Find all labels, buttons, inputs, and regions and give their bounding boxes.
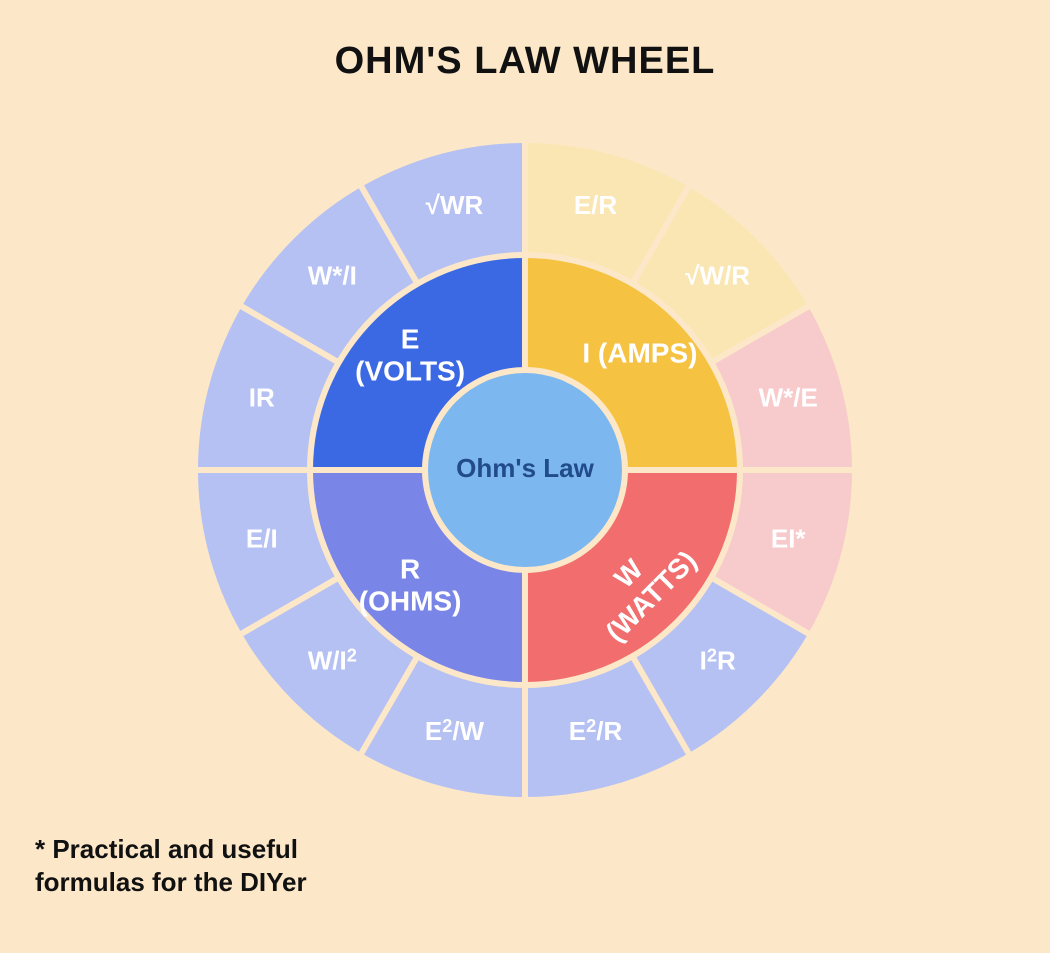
formula-label: I2R (700, 645, 736, 675)
svg-text:R: R (400, 553, 420, 584)
footnote: * Practical and useful formulas for the … (35, 833, 307, 898)
formula-label: IR (249, 382, 275, 412)
formula-label: E2/W (425, 716, 485, 746)
formula-label: W*/E (759, 382, 818, 412)
formula-label: EI* (771, 523, 807, 553)
svg-text:E: E (401, 323, 420, 354)
ohms-law-wheel: E(VOLTS)I (AMPS)R(OHMS)W(WATTS) E/R√W/RW… (0, 0, 1050, 953)
svg-text:I (AMPS): I (AMPS) (582, 337, 697, 368)
formula-label: √WR (426, 190, 484, 220)
svg-text:(VOLTS): (VOLTS) (355, 355, 465, 386)
quadrant-label-I: I (AMPS) (582, 337, 697, 368)
formula-label: √W/R (685, 260, 750, 290)
svg-text:(OHMS): (OHMS) (359, 585, 462, 616)
center-label: Ohm's Law (456, 453, 594, 483)
footnote-line2: formulas for the DIYer (35, 867, 307, 897)
formula-label: E/R (574, 190, 618, 220)
formula-label: E/I (246, 523, 278, 553)
formula-label: E2/R (569, 716, 623, 746)
footnote-line1: * Practical and useful (35, 834, 298, 864)
formula-label: W*/I (308, 260, 357, 290)
